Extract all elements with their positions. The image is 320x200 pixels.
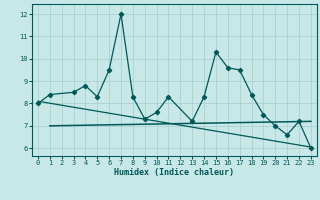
X-axis label: Humidex (Indice chaleur): Humidex (Indice chaleur) xyxy=(115,168,234,177)
